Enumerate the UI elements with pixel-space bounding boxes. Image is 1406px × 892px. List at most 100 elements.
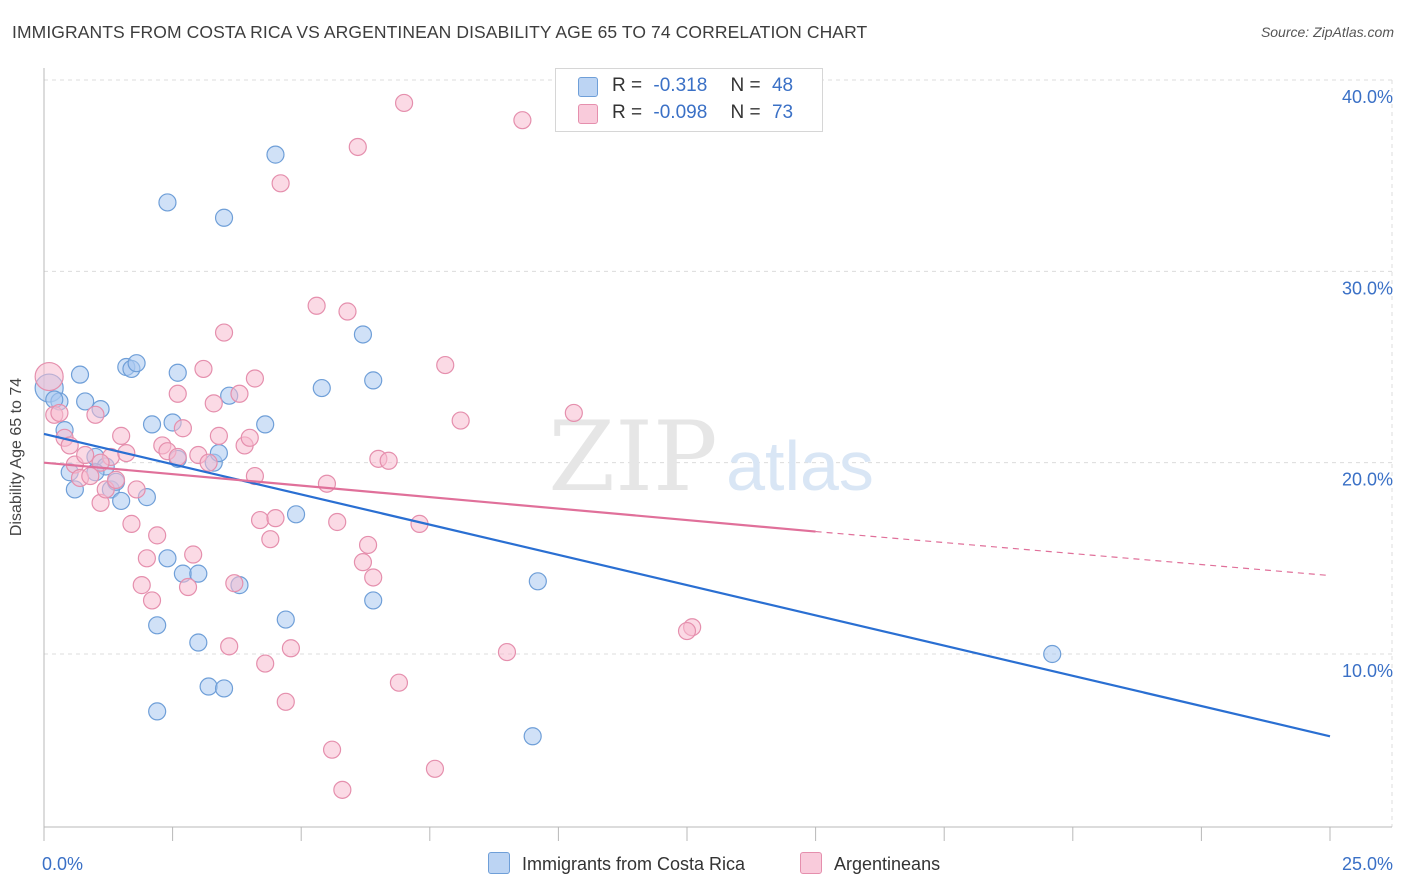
trend-line-argentinean — [43, 461, 816, 533]
point-costa-rica — [1043, 644, 1062, 664]
point-argentinean — [261, 530, 280, 549]
point-argentinean — [230, 384, 249, 403]
point-argentinean — [137, 549, 156, 568]
point-argentinean — [451, 411, 470, 430]
point-argentinean — [112, 426, 131, 445]
point-costa-rica — [364, 591, 383, 610]
y-tick-label: 10.0% — [1342, 661, 1393, 681]
point-argentinean — [271, 174, 290, 193]
point-argentinean — [353, 553, 373, 572]
point-argentinean — [333, 780, 352, 799]
point-costa-rica — [312, 378, 331, 398]
point-argentinean — [178, 577, 198, 597]
point-argentinean — [34, 361, 64, 392]
point-costa-rica — [353, 325, 373, 344]
legend-r-label: R = — [612, 75, 643, 96]
point-argentinean — [281, 639, 301, 658]
point-argentinean — [358, 535, 378, 555]
chart-title: IMMIGRANTS FROM COSTA RICA VS ARGENTINEA… — [12, 22, 868, 42]
legend-n-value: 73 — [771, 102, 794, 123]
source-credit: Source: ZipAtlas.com — [1260, 24, 1394, 40]
point-costa-rica — [148, 702, 167, 721]
point-argentinean — [266, 509, 285, 528]
bottom-legend-label: Argentineans — [834, 854, 941, 874]
point-costa-rica — [148, 616, 167, 635]
y-tick-label: 40.0% — [1342, 87, 1393, 107]
point-argentinean — [307, 296, 326, 315]
point-costa-rica — [189, 564, 208, 583]
x-tick-label: 25.0% — [1342, 854, 1393, 874]
point-costa-rica — [276, 610, 295, 629]
x-tick-label: 0.0% — [42, 854, 83, 874]
stats-legend: R = -0.318 N = 48 R = -0.098 N = 73 — [555, 68, 823, 132]
point-argentinean — [184, 545, 203, 564]
point-argentinean — [194, 359, 213, 379]
legend-n-label: N = — [730, 75, 761, 96]
point-argentinean — [436, 355, 455, 375]
point-argentinean — [209, 426, 228, 445]
bottom-legend-argentineans: Argentineans — [800, 852, 940, 875]
point-argentinean — [142, 591, 162, 610]
point-argentinean — [394, 93, 414, 113]
point-argentinean — [348, 137, 367, 157]
point-argentinean — [168, 384, 187, 403]
point-argentinean — [322, 740, 342, 759]
point-argentinean — [564, 403, 583, 423]
point-costa-rica — [127, 354, 146, 373]
point-argentinean — [199, 453, 218, 472]
point-costa-rica — [112, 491, 131, 511]
point-costa-rica — [364, 371, 383, 390]
trend-line-costa-rica — [43, 432, 1331, 738]
point-costa-rica — [70, 365, 90, 384]
point-costa-rica — [528, 572, 547, 591]
point-costa-rica — [158, 193, 177, 212]
point-argentinean — [250, 510, 270, 530]
point-argentinean — [86, 405, 105, 424]
bottom-legend-label: Immigrants from Costa Rica — [522, 854, 746, 874]
point-argentinean — [225, 574, 244, 593]
legend-r-label: R = — [612, 102, 643, 123]
point-argentinean — [276, 692, 295, 711]
point-argentinean — [148, 526, 167, 545]
point-argentinean — [122, 514, 141, 533]
point-costa-rica — [523, 727, 542, 746]
point-argentinean — [338, 302, 357, 321]
point-costa-rica — [199, 677, 218, 696]
point-argentinean — [50, 403, 69, 423]
point-argentinean — [204, 394, 223, 413]
point-argentinean — [497, 642, 517, 662]
point-costa-rica — [266, 145, 285, 164]
point-argentinean — [168, 447, 187, 467]
point-argentinean — [379, 451, 398, 470]
point-costa-rica — [189, 633, 208, 652]
point-argentinean — [677, 621, 697, 641]
point-costa-rica — [158, 549, 177, 568]
bottom-legend-swatch-blue — [488, 852, 510, 874]
legend-swatch-pink — [578, 104, 598, 124]
point-argentinean — [76, 445, 95, 465]
legend-swatch-blue — [578, 77, 598, 97]
point-argentinean — [425, 759, 445, 778]
point-argentinean — [106, 470, 126, 489]
point-argentinean — [328, 512, 347, 532]
point-argentinean — [364, 568, 383, 587]
bottom-legend-costa-rica: Immigrants from Costa Rica — [488, 852, 745, 875]
point-argentinean — [173, 419, 192, 438]
legend-r-value: -0.098 — [653, 102, 708, 123]
legend-n-value: 48 — [771, 75, 794, 96]
point-costa-rica — [142, 415, 162, 434]
point-costa-rica — [256, 415, 275, 434]
y-tick-label: 20.0% — [1342, 470, 1393, 490]
legend-n-label: N = — [730, 102, 761, 123]
point-argentinean — [214, 323, 234, 342]
point-argentinean — [127, 480, 146, 499]
point-costa-rica — [214, 208, 234, 227]
watermark-atlas: atlas — [726, 427, 874, 505]
point-argentinean — [132, 576, 151, 595]
legend-r-value: -0.318 — [653, 75, 708, 96]
trend-line-argentinean-extension — [815, 530, 1331, 577]
point-argentinean — [240, 428, 259, 447]
point-argentinean — [256, 654, 275, 673]
point-costa-rica — [76, 392, 95, 411]
